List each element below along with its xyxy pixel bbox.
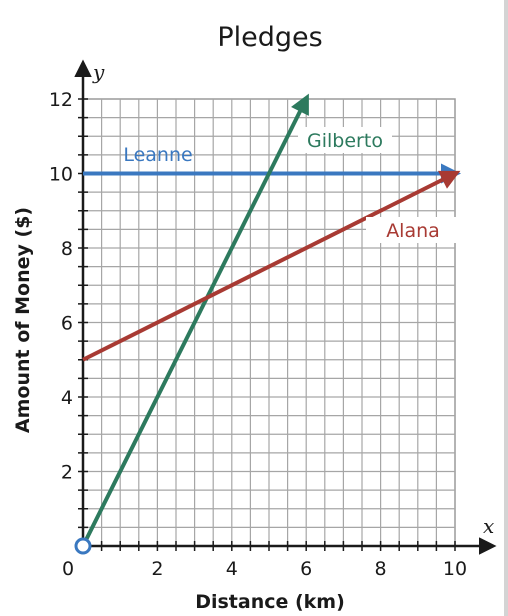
y-axis-title: Amount of Money ($) (12, 207, 34, 433)
series-label-gilberto: Gilberto (307, 130, 383, 152)
series-line-alana (82, 170, 461, 362)
y-tick-label: 4 (61, 387, 73, 409)
y-axis-letter: y (92, 60, 105, 84)
x-tick-label: 10 (443, 558, 467, 580)
axes (74, 59, 497, 555)
y-tick-label: 6 (61, 313, 73, 335)
origin-point (74, 537, 92, 555)
y-tick-label: 2 (61, 462, 73, 484)
series-label-alana: Alana (386, 220, 440, 242)
label-background-alana (366, 217, 460, 243)
label-background-gilberto (298, 127, 392, 153)
grid (82, 98, 456, 547)
chart-title: Pledges (217, 22, 322, 53)
x-tick-label: 8 (375, 558, 387, 580)
tick-labels: 0 2 4 6 8 10 2 4 6 8 10 12 (49, 89, 467, 580)
series-line-gilberto (81, 93, 309, 547)
series-layer: Leanne Gilberto Alana (74, 93, 461, 555)
y-tick-label: 8 (61, 238, 73, 260)
x-axis-letter: x (483, 514, 494, 538)
page-edge (504, 0, 508, 616)
y-tick-label: 12 (49, 89, 73, 111)
y-tick-label: 10 (49, 164, 73, 186)
series-label-leanne: Leanne (123, 144, 192, 166)
x-tick-label: 0 (62, 558, 74, 580)
x-tick-label: 6 (300, 558, 312, 580)
x-tick-label: 4 (226, 558, 238, 580)
x-tick-label: 2 (151, 558, 163, 580)
x-axis-title: Distance (km) (195, 591, 345, 613)
